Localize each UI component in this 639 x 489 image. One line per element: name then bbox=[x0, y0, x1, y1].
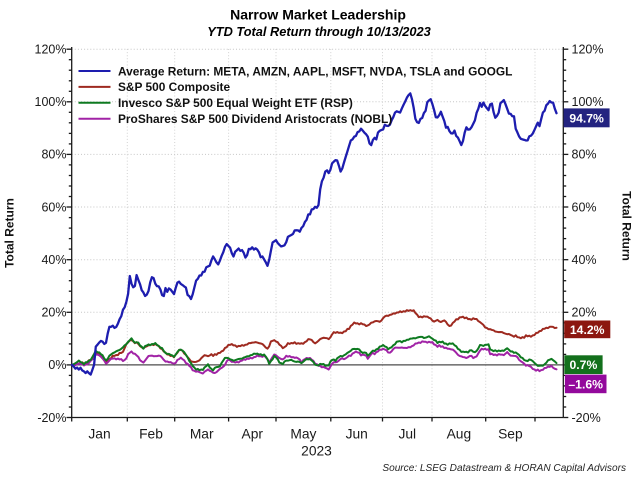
svg-text:Mar: Mar bbox=[190, 427, 214, 442]
svg-text:Jan: Jan bbox=[88, 427, 110, 442]
svg-text:80%: 80% bbox=[41, 148, 66, 162]
svg-text:Jul: Jul bbox=[398, 427, 416, 442]
svg-text:Narrow Market Leadership: Narrow Market Leadership bbox=[230, 7, 406, 23]
svg-text:Total Return: Total Return bbox=[3, 198, 17, 268]
svg-text:ProShares S&P 500 Dividend Ari: ProShares S&P 500 Dividend Aristocrats (… bbox=[118, 112, 392, 126]
svg-text:Feb: Feb bbox=[139, 427, 163, 442]
svg-text:40%: 40% bbox=[572, 253, 597, 267]
svg-text:14.2%: 14.2% bbox=[570, 323, 605, 337]
svg-text:60%: 60% bbox=[572, 200, 597, 214]
svg-text:-20%: -20% bbox=[37, 411, 66, 425]
svg-text:0.7%: 0.7% bbox=[570, 358, 598, 372]
svg-text:YTD Total Return through 10/13: YTD Total Return through 10/13/2023 bbox=[207, 24, 431, 39]
svg-text:Invesco S&P 500 Equal Weight E: Invesco S&P 500 Equal Weight ETF (RSP) bbox=[118, 96, 353, 110]
svg-text:Sep: Sep bbox=[498, 427, 523, 442]
svg-text:20%: 20% bbox=[572, 306, 597, 320]
svg-text:40%: 40% bbox=[41, 253, 66, 267]
svg-text:Jun: Jun bbox=[346, 427, 368, 442]
svg-text:-20%: -20% bbox=[572, 411, 601, 425]
svg-text:May: May bbox=[290, 427, 316, 442]
svg-text:80%: 80% bbox=[572, 148, 597, 162]
svg-text:2023: 2023 bbox=[301, 444, 332, 459]
svg-text:60%: 60% bbox=[41, 200, 66, 214]
svg-text:S&P 500 Composite: S&P 500 Composite bbox=[118, 80, 231, 94]
svg-text:100%: 100% bbox=[35, 95, 67, 109]
svg-text:Total Return: Total Return bbox=[620, 191, 634, 261]
svg-text:Average Return: META, AMZN, AA: Average Return: META, AMZN, AAPL, MSFT, … bbox=[118, 64, 512, 78]
svg-text:100%: 100% bbox=[572, 95, 604, 109]
svg-text:94.7%: 94.7% bbox=[569, 112, 604, 126]
svg-text:–1.6%: –1.6% bbox=[568, 378, 603, 392]
svg-text:Apr: Apr bbox=[242, 427, 264, 442]
svg-text:20%: 20% bbox=[41, 306, 66, 320]
svg-text:0%: 0% bbox=[48, 358, 66, 372]
svg-text:Aug: Aug bbox=[447, 427, 472, 442]
svg-text:120%: 120% bbox=[35, 43, 67, 57]
svg-text:Source: LSEG Datastream & HORA: Source: LSEG Datastream & HORAN Capital … bbox=[382, 463, 626, 474]
svg-text:120%: 120% bbox=[572, 43, 604, 57]
